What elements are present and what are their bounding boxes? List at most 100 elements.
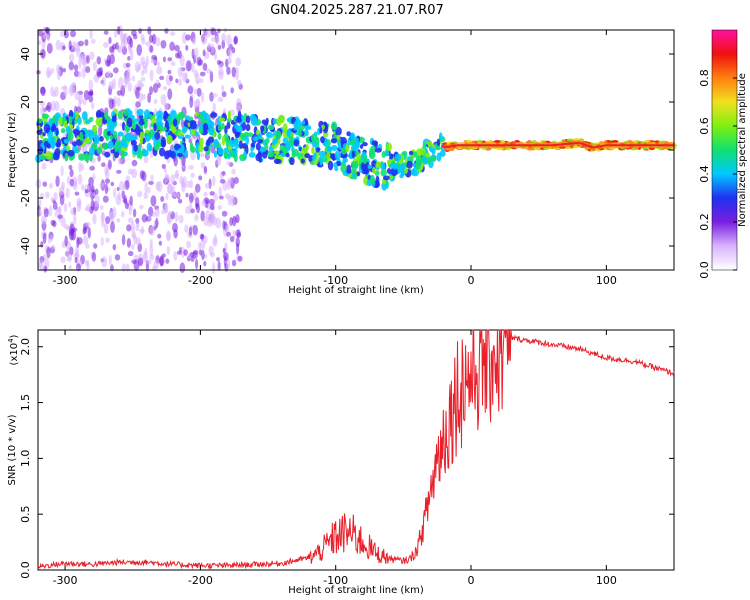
spectrogram-cell [88,90,94,97]
spectrogram-cell [99,136,104,142]
spectrogram-cell [245,123,251,132]
spectrogram-cell [167,211,173,216]
spectrogram-cell [74,41,79,51]
spectrogram-cell [275,130,282,140]
spectrogram-cell [60,165,64,177]
spectrogram-cell [384,151,390,157]
spectrogram-cell [289,156,295,166]
spectrogram-cell [76,201,82,213]
spectrogram-cell [91,38,96,44]
spectrogram-cell [230,87,234,94]
spectrogram-cell [72,180,78,187]
spectrogram-cell [160,139,167,148]
spectrogram-cell [190,127,196,136]
spectrogram-cell [145,134,151,143]
spectrogram-cell [418,147,426,156]
spectrogram-cell [77,70,82,78]
spectrogram-cell [42,232,47,244]
spectrogram-cell [426,157,432,164]
spectrogram-cell [78,40,84,47]
spectrogram-cell [161,253,166,258]
spectrogram-cell [261,119,267,125]
spectrogram-cell [386,142,392,152]
spectrogram-cell [194,112,199,117]
spectrogram-cell [177,198,183,204]
spectrogram-cell [389,153,394,160]
spectrogram-cell [114,147,118,153]
spectrogram-cell [156,65,163,75]
spectrogram-cell [267,124,275,131]
spectrogram-cell [160,209,166,215]
spectrogram-cell [126,237,132,248]
spectrogram-x-tick-label: -100 [323,274,348,287]
spectrogram-cell [209,91,214,102]
spectrogram-cell [88,130,95,140]
spectrogram-cell [644,139,651,143]
spectrogram-cell [351,164,357,174]
spectrogram-cell [121,234,126,246]
spectrogram-cell [103,223,109,235]
spectrogram-cell [208,127,214,132]
spectrogram-cell [125,263,130,272]
spectrogram-x-tick-label: 0 [468,274,475,287]
spectrogram-cell [93,134,100,145]
spectrogram-cell [199,152,205,158]
spectrogram-cell [157,233,162,239]
spectrogram-cell [149,113,153,121]
spectrogram-cell [196,56,202,66]
spectrogram-cell [212,237,218,247]
spectrogram-cell [138,28,142,35]
spectrogram-cell [165,258,170,264]
spectrogram-cell [48,205,53,217]
snr-y-tick-label: 2.0 [19,338,32,356]
spectrogram-cell [87,227,91,239]
spectrogram-cell [46,42,53,54]
spectrogram-cell [137,242,143,253]
spectrogram-cell [185,34,191,41]
spectrogram-cell [88,79,94,91]
spectrogram-cell [199,128,204,134]
spectrogram-cell [267,150,275,158]
spectrogram-cell [144,181,148,194]
spectrogram-cell [213,193,218,202]
spectrogram-cell [222,181,228,191]
spectrogram-cell [255,142,261,151]
spectrogram-cell [231,259,237,267]
spectrogram-cell [439,150,446,157]
spectrogram-cell [121,263,126,273]
spectrogram-cell [368,148,373,158]
spectrogram-cell [139,131,145,140]
spectrogram-cell [327,160,334,171]
spectrogram-cell [282,137,289,145]
spectrogram-cell [319,156,323,166]
spectrogram-cell [141,93,146,101]
spectrogram-cell [217,124,222,132]
spectrogram-cell [152,83,159,94]
spectrogram-cell [101,256,108,268]
spectrogram-cell [45,191,50,199]
spectrogram-cell [114,254,121,261]
spectrogram-cell [355,137,359,147]
spectrogram-cell [213,150,218,158]
spectrogram-cell [127,217,134,224]
spectrogram-cell [201,34,208,45]
spectrogram-cell [120,211,125,218]
spectrogram-cell [69,83,76,94]
spectrogram-cell [184,72,188,81]
spectrogram-cell [81,67,86,79]
spectrogram-cell [125,132,132,142]
spectrogram-cell [116,169,122,174]
spectrogram-cell [239,132,247,139]
spectrogram-cell [438,132,443,142]
spectrogram-cell [201,200,207,207]
spectrogram-cell [101,162,106,168]
spectrogram-cell [366,164,373,169]
spectrogram-cell [153,260,160,270]
spectrogram-cell [215,35,220,45]
spectrogram-cell [138,82,145,88]
spectrogram-cell [399,173,404,179]
spectrogram-cell [37,146,44,155]
spectrogram-cell [381,162,386,171]
spectrogram-cell [59,31,66,38]
spectrogram-cell [257,139,264,144]
